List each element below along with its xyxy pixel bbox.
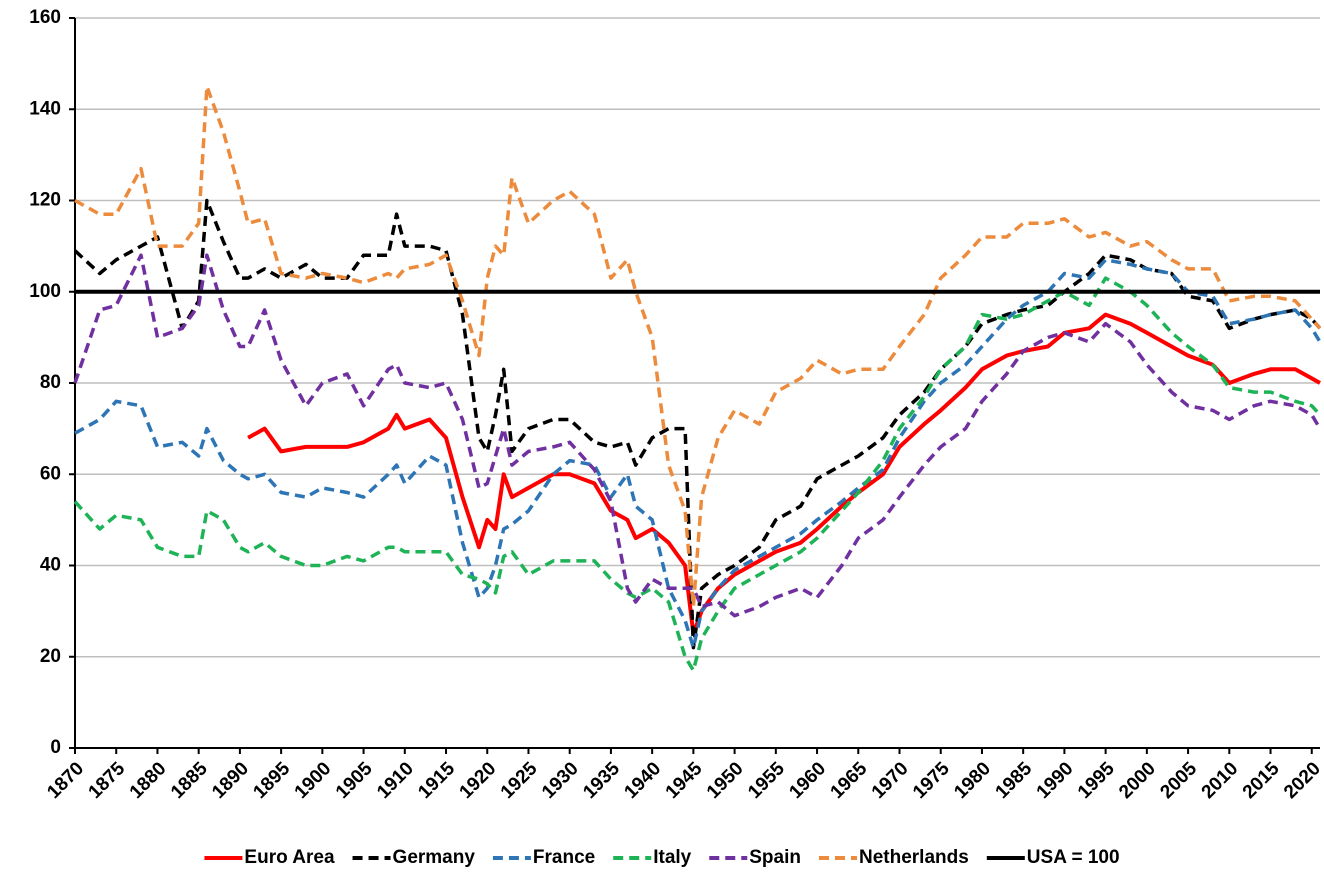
x-tick-label: 1980 bbox=[950, 758, 995, 803]
x-tick-label: 1990 bbox=[1033, 758, 1078, 803]
y-tick-label: 40 bbox=[40, 555, 61, 576]
legend-label: Euro Area bbox=[244, 847, 335, 868]
x-tick-label: 1975 bbox=[909, 758, 954, 803]
series-line bbox=[73, 253, 1322, 618]
series-line bbox=[73, 198, 1322, 650]
legend-label: USA = 100 bbox=[1027, 847, 1120, 868]
x-tick-label: 1950 bbox=[703, 758, 748, 803]
x-tick-label: 1875 bbox=[85, 758, 130, 803]
legend-label: Spain bbox=[749, 847, 801, 868]
x-tick-label: 1910 bbox=[373, 758, 418, 803]
x-tick-label: 2020 bbox=[1280, 758, 1324, 803]
x-tick-label: 1870 bbox=[43, 758, 88, 803]
x-tick-label: 1905 bbox=[332, 758, 377, 803]
x-tick-label: 1885 bbox=[167, 758, 212, 803]
x-tick-label: 1890 bbox=[208, 758, 253, 803]
x-tick-label: 1900 bbox=[291, 758, 336, 803]
x-tick-label: 1880 bbox=[126, 758, 171, 803]
x-tick-label: 1985 bbox=[992, 758, 1037, 803]
legend-label: Italy bbox=[653, 847, 691, 868]
x-tick-label: 2015 bbox=[1239, 758, 1284, 803]
x-tick-label: 1955 bbox=[744, 758, 789, 803]
x-tick-label: 1930 bbox=[538, 758, 583, 803]
y-tick-label: 120 bbox=[29, 190, 61, 211]
y-tick-label: 20 bbox=[40, 646, 61, 667]
x-tick-label: 1940 bbox=[620, 758, 665, 803]
x-tick-label: 1925 bbox=[497, 758, 542, 803]
y-tick-label: 0 bbox=[50, 737, 61, 758]
x-tick-label: 1965 bbox=[827, 758, 872, 803]
x-tick-label: 1935 bbox=[579, 758, 624, 803]
x-tick-label: 2010 bbox=[1198, 758, 1243, 803]
y-tick-label: 80 bbox=[40, 372, 61, 393]
x-tick-label: 1970 bbox=[868, 758, 913, 803]
x-tick-label: 2000 bbox=[1115, 758, 1160, 803]
legend-label: Germany bbox=[393, 847, 476, 868]
legend: Euro Area Germany France Italy Spain Netherla… bbox=[204, 847, 1120, 868]
x-tick-label: 1915 bbox=[414, 758, 459, 803]
x-tick-label: 1895 bbox=[249, 758, 294, 803]
series-line bbox=[247, 312, 1321, 636]
y-tick-label: 100 bbox=[29, 281, 61, 302]
series-line bbox=[74, 84, 1322, 609]
legend-label: Netherlands bbox=[859, 847, 969, 868]
x-tick-label: 1960 bbox=[785, 758, 830, 803]
y-tick-label: 140 bbox=[29, 98, 61, 119]
x-tick-label: 1945 bbox=[662, 758, 707, 803]
x-tick-label: 1920 bbox=[456, 758, 501, 803]
x-tick-label: 2005 bbox=[1156, 758, 1201, 803]
legend-label: France bbox=[533, 847, 595, 868]
y-tick-label: 60 bbox=[40, 463, 61, 484]
series-line bbox=[73, 276, 1322, 673]
x-tick-label: 1995 bbox=[1074, 758, 1119, 803]
y-tick-label: 160 bbox=[29, 7, 61, 28]
series-line bbox=[74, 258, 1322, 650]
